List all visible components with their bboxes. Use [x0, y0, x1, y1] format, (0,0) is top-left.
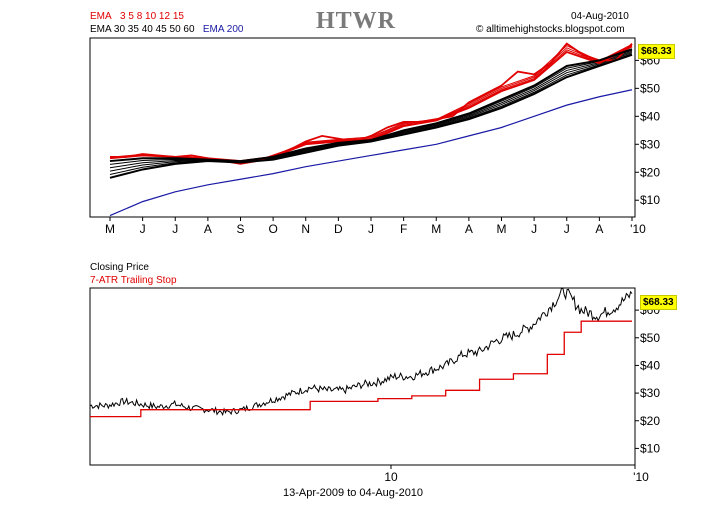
top-x-tick-label: N [301, 222, 310, 236]
bottom-y-tick-label: $10 [640, 441, 660, 455]
ema-long-legend: EMA 30 35 40 45 50 60 EMA 200 [90, 24, 243, 36]
bottom-x-tick-label: '10 [633, 470, 649, 484]
bottom-x-tick-label: 10 [384, 470, 398, 484]
trailing-stop-legend: 7-ATR Trailing Stop [90, 275, 177, 286]
top-y-tick-label: $20 [640, 165, 660, 179]
ema-60-line [109, 53, 633, 179]
source-credit: © alltimehighstocks.blogspot.com [476, 24, 625, 35]
top-x-tick-label: O [268, 222, 277, 236]
ema-short-prefix: EMA [90, 11, 112, 22]
bottom-plot-frame [89, 287, 636, 466]
header-date: 04-Aug-2010 [571, 11, 629, 22]
top-x-tick-label: S [236, 222, 244, 236]
top-x-tick-label: J [368, 222, 374, 236]
ema-200-line [109, 89, 633, 217]
bottom-y-tick-label: $30 [640, 386, 660, 400]
ema-short-list: 3 5 8 10 12 15 [120, 11, 184, 22]
trailing-stop-chart: 10'10 $10$20$30$40$50$60 [89, 287, 660, 484]
top-y-tick-label: $10 [640, 193, 660, 207]
trailing-stop-line [90, 320, 632, 418]
bottom-series [89, 287, 633, 418]
bottom-y-tick-label: $40 [640, 358, 660, 372]
top-x-tick-label: A [595, 222, 603, 236]
top-x-tick-label: A [465, 222, 473, 236]
bottom-y-ticks: $10$20$30$40$50$60 [635, 303, 660, 455]
bottom-x-ticks: 10 '10 [384, 465, 649, 484]
ema-long-prefix: EMA 30 35 40 45 50 60 [90, 24, 195, 35]
date-range-label: 13-Apr-2009 to 04-Aug-2010 [283, 487, 424, 499]
top-x-ticks: M J J A S O N D J F M A M J J A '10 [105, 217, 646, 236]
top-x-tick-label: J [172, 222, 178, 236]
bottom-last-price-tag: $68.33 [640, 295, 677, 310]
ema-30-line [109, 48, 633, 163]
ema-200-legend: EMA 200 [202, 24, 244, 35]
top-y-tick-label: $30 [640, 137, 660, 151]
top-x-tick-label: D [334, 222, 343, 236]
ema-price-chart: M J J A S O N D J F M A M J J A '10 $10$20$30$40$50$60 [89, 37, 660, 236]
top-series [109, 42, 633, 217]
top-y-ticks: $10$20$30$40$50$60 [635, 53, 660, 207]
top-plot-frame [89, 37, 636, 218]
bottom-y-tick-label: $20 [640, 414, 660, 428]
top-x-tick-label: A [204, 222, 212, 236]
top-x-tick-label: M [105, 222, 115, 236]
ema-3-line [110, 42, 633, 165]
top-y-tick-label: $40 [640, 109, 660, 123]
top-x-tick-label: J [140, 222, 146, 236]
bottom-y-tick-label: $50 [640, 331, 660, 345]
top-y-tick-label: $50 [640, 81, 660, 95]
closing-price-line [89, 287, 633, 417]
top-x-tick-label: M [431, 222, 441, 236]
ema-short-legend: EMA 3 5 8 10 12 15 [90, 11, 184, 23]
top-x-tick-label: J [564, 222, 570, 236]
closing-price-legend: Closing Price [90, 262, 149, 273]
top-x-tick-label: '10 [630, 222, 646, 236]
top-x-tick-label: J [531, 222, 537, 236]
ticker-title: HTWR [316, 8, 397, 34]
top-last-price-tag: $68.33 [638, 44, 675, 59]
top-x-tick-label: M [497, 222, 507, 236]
top-x-tick-label: F [400, 222, 407, 236]
